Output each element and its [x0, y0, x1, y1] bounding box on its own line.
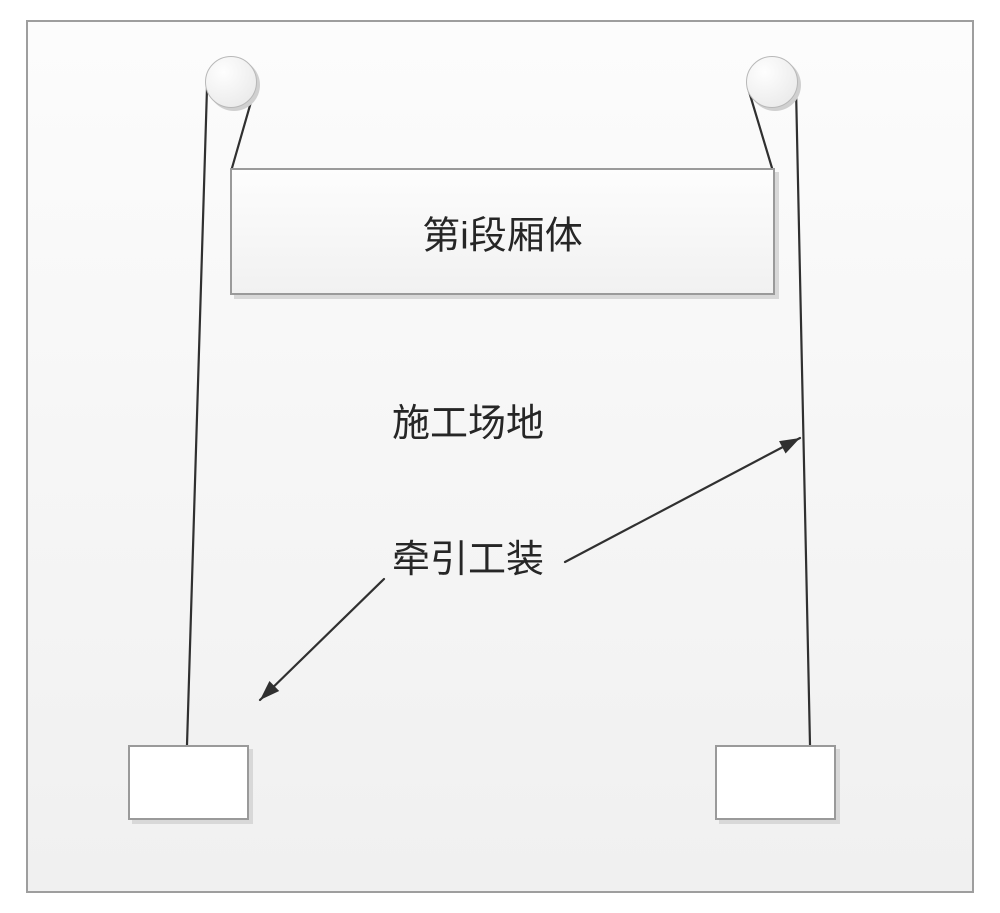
site-label: 施工场地 — [392, 392, 544, 447]
pulley-left — [205, 56, 257, 108]
ground-box-left — [128, 745, 249, 820]
ground-box-right — [715, 745, 836, 820]
cabin-box-label: 第i段厢体 — [422, 204, 582, 259]
cabin-box: 第i段厢体 — [230, 168, 775, 295]
pulley-right — [746, 56, 798, 108]
diagram-canvas: 第i段厢体 施工场地 牵引工装 — [0, 0, 1000, 913]
tooling-label: 牵引工装 — [392, 528, 544, 583]
